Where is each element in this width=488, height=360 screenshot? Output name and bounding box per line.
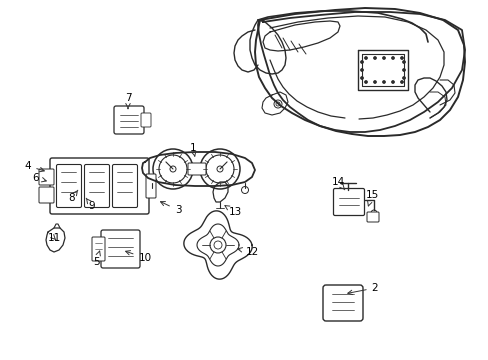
Circle shape <box>382 57 385 59</box>
FancyBboxPatch shape <box>187 163 205 175</box>
Circle shape <box>402 77 405 80</box>
Text: 6: 6 <box>33 173 46 183</box>
Circle shape <box>373 57 376 59</box>
Circle shape <box>360 60 363 63</box>
FancyBboxPatch shape <box>84 165 109 207</box>
Circle shape <box>217 166 223 172</box>
Text: 4: 4 <box>24 161 44 172</box>
Circle shape <box>391 81 394 84</box>
Text: 12: 12 <box>237 247 258 257</box>
Circle shape <box>402 60 405 63</box>
FancyBboxPatch shape <box>333 189 364 216</box>
Text: 2: 2 <box>347 283 378 294</box>
Text: 13: 13 <box>224 206 241 217</box>
FancyBboxPatch shape <box>114 106 143 134</box>
FancyBboxPatch shape <box>57 165 81 207</box>
FancyBboxPatch shape <box>112 165 137 207</box>
Circle shape <box>170 166 176 172</box>
Text: 1: 1 <box>189 143 196 156</box>
FancyBboxPatch shape <box>146 174 156 198</box>
Circle shape <box>364 57 367 59</box>
Circle shape <box>360 77 363 80</box>
Circle shape <box>400 57 403 59</box>
FancyBboxPatch shape <box>50 158 149 214</box>
Text: 9: 9 <box>86 198 95 211</box>
Text: 8: 8 <box>68 190 78 203</box>
FancyBboxPatch shape <box>39 169 54 185</box>
Text: 5: 5 <box>93 251 100 267</box>
Text: 7: 7 <box>124 93 131 109</box>
Text: 10: 10 <box>125 251 151 263</box>
Circle shape <box>373 81 376 84</box>
Text: 3: 3 <box>160 202 181 215</box>
Text: 14: 14 <box>331 177 344 190</box>
Circle shape <box>391 57 394 59</box>
FancyBboxPatch shape <box>141 113 151 127</box>
FancyBboxPatch shape <box>366 212 378 222</box>
Text: 15: 15 <box>365 190 378 206</box>
Circle shape <box>360 68 363 72</box>
FancyBboxPatch shape <box>101 230 140 268</box>
Circle shape <box>402 68 405 72</box>
FancyBboxPatch shape <box>323 285 362 321</box>
Circle shape <box>400 81 403 84</box>
FancyBboxPatch shape <box>92 237 105 261</box>
Circle shape <box>382 81 385 84</box>
FancyBboxPatch shape <box>39 187 54 203</box>
Text: 11: 11 <box>47 233 61 243</box>
Circle shape <box>364 81 367 84</box>
